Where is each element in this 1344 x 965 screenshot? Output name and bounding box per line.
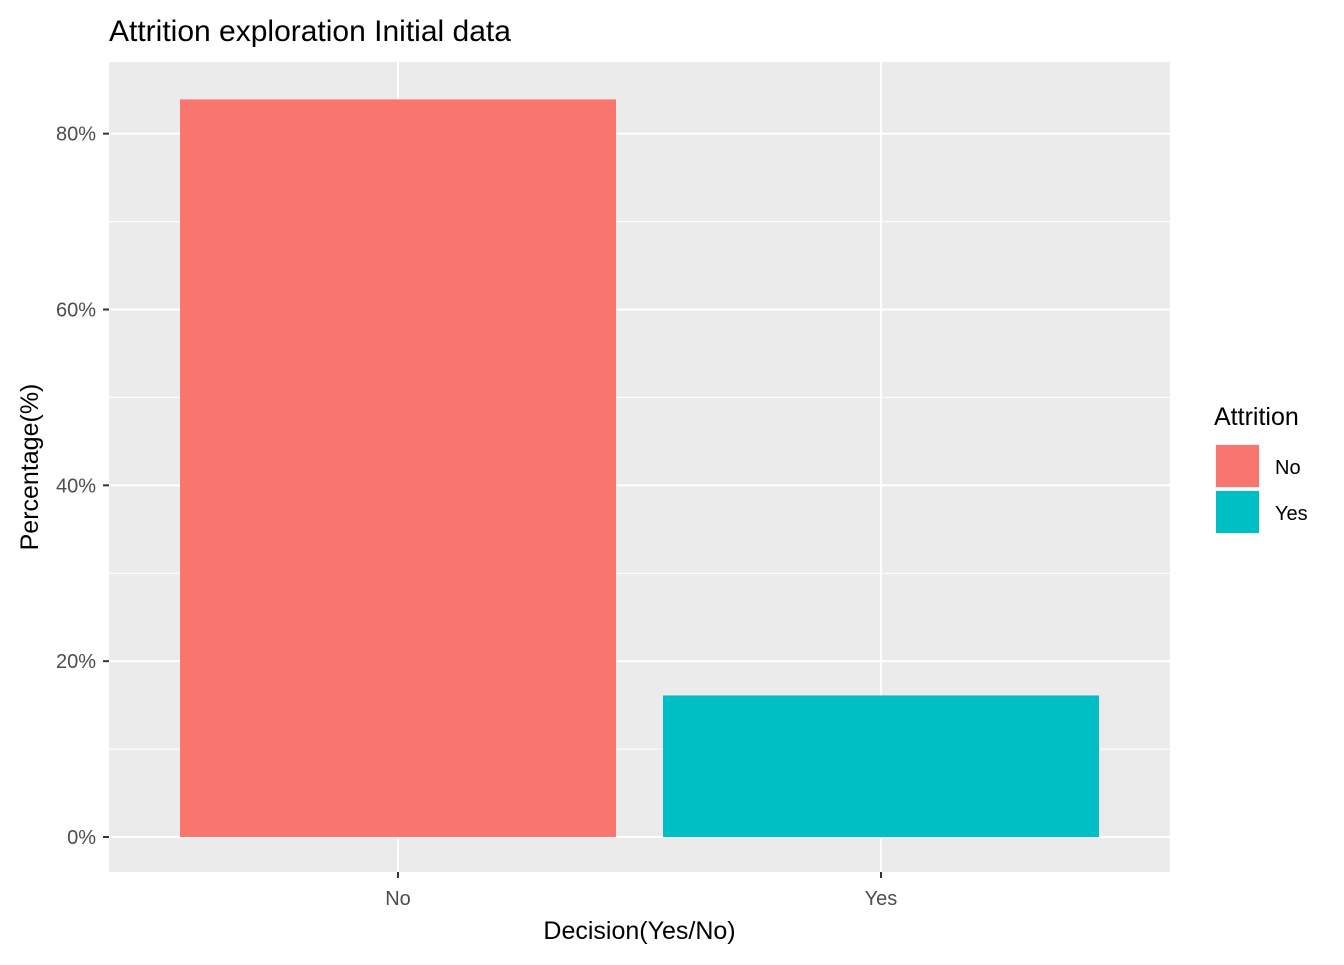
y-tick-label: 80% (56, 124, 96, 146)
y-tick-label: 0% (67, 827, 96, 849)
legend: Attrition No Yes (1214, 403, 1308, 534)
x-tick-label: No (385, 888, 411, 910)
x-axis-title: Decision(Yes/No) (543, 917, 735, 945)
legend-title: Attrition (1214, 403, 1299, 431)
y-tick-label: 20% (56, 651, 96, 673)
legend-swatch-no (1216, 445, 1259, 487)
y-axis: 0% 20% 40% 60% 80% (56, 124, 109, 849)
x-tick-label: Yes (865, 888, 898, 910)
x-axis: No Yes (385, 872, 897, 910)
legend-entries: No Yes (1215, 444, 1308, 534)
legend-label-yes: Yes (1275, 503, 1308, 525)
bar-yes (663, 695, 1099, 837)
y-tick-label: 60% (56, 300, 96, 322)
legend-swatch-yes (1216, 491, 1259, 533)
y-axis-title: Percentage(%) (16, 384, 44, 551)
y-tick-label: 40% (56, 475, 96, 497)
chart-title: Attrition exploration Initial data (109, 15, 511, 48)
legend-label-no: No (1275, 457, 1301, 479)
bar-no (180, 99, 616, 838)
bars (180, 99, 1099, 838)
